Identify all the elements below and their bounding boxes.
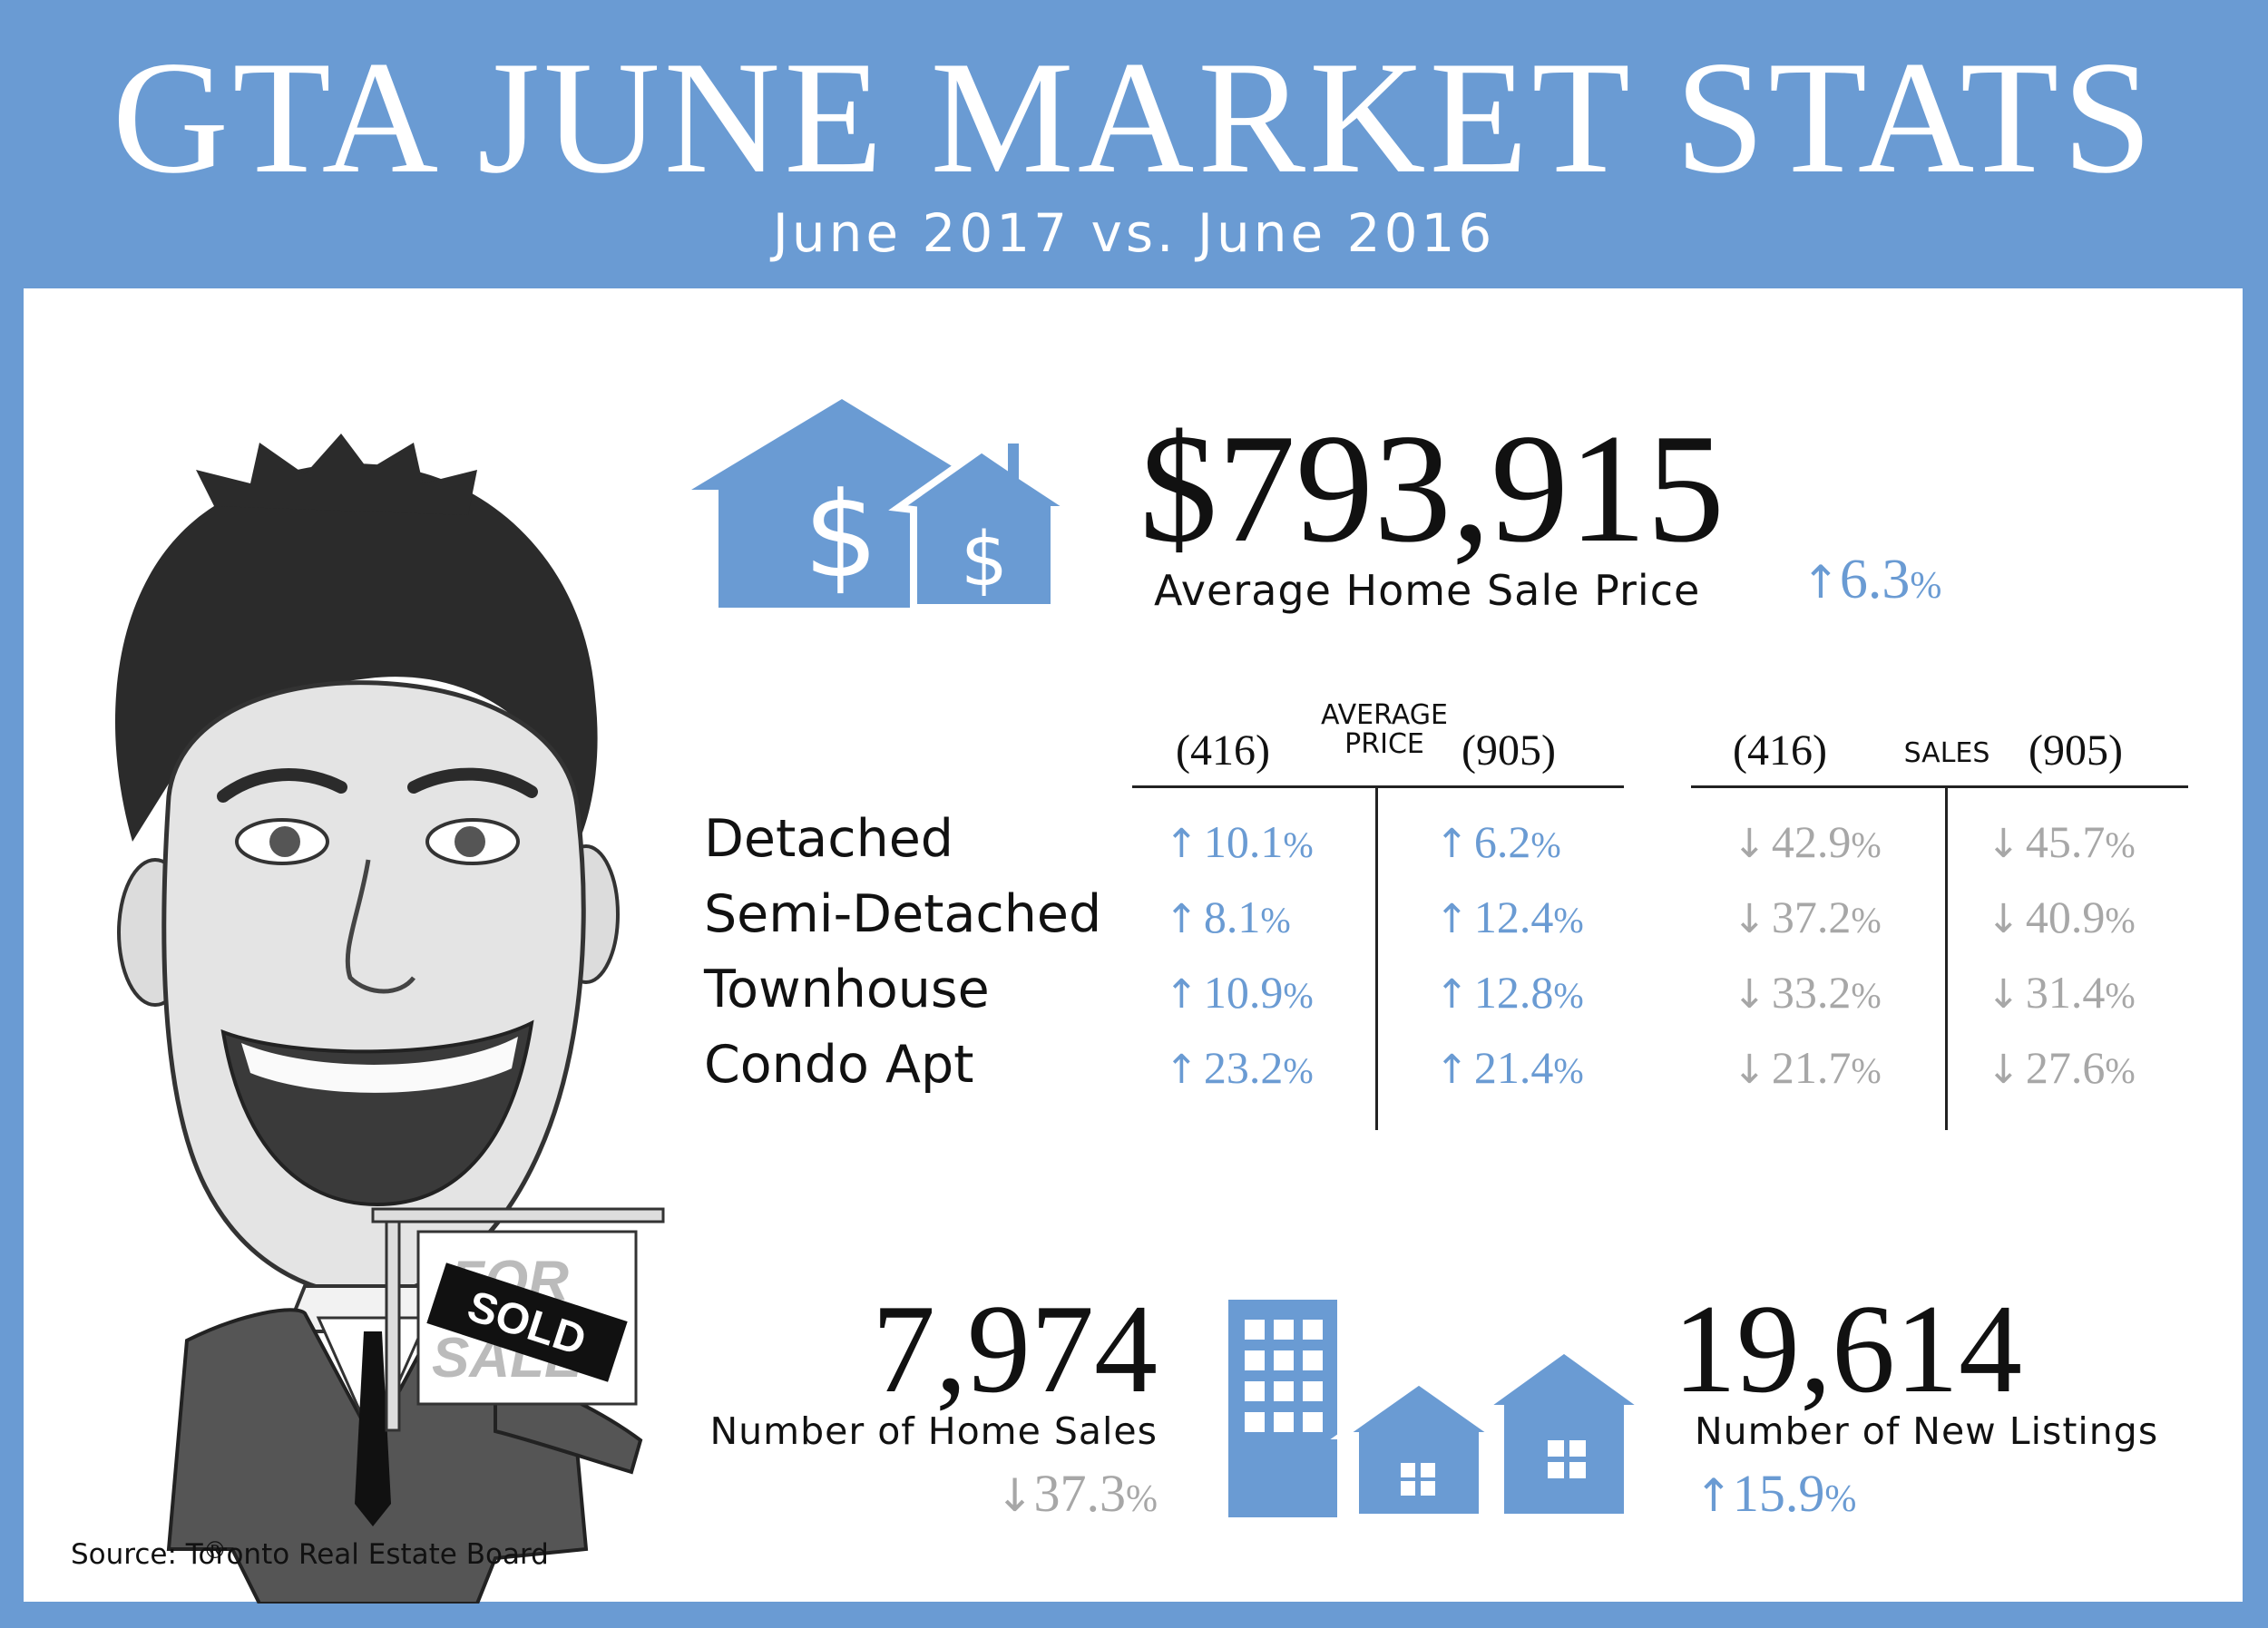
up-arrow-icon: ↑ xyxy=(1435,1047,1469,1093)
sales-group-header: SALES xyxy=(1892,739,2001,768)
up-arrow-icon: ↑ xyxy=(1802,556,1840,609)
down-arrow-icon: ↓ xyxy=(1987,896,2020,942)
new-listings-label: Number of New Listings xyxy=(1695,1413,2158,1450)
table-cell-sales-416: ↓ 21.7% xyxy=(1733,1045,1882,1090)
price-header-rule xyxy=(1132,785,1624,788)
down-arrow-icon: ↓ xyxy=(1987,821,2020,867)
table-cell-sales-905: ↓ 27.6% xyxy=(1987,1045,2136,1090)
up-arrow-icon: ↑ xyxy=(1435,821,1469,867)
average-price-label: Average Home Sale Price xyxy=(1154,570,1700,611)
table-cell-price-416: ↑ 23.2% xyxy=(1165,1045,1314,1090)
sales-416-header: (416) xyxy=(1733,729,1827,773)
table-cell-price-905: ↑ 12.4% xyxy=(1435,894,1584,940)
sales-header-rule xyxy=(1691,785,2188,788)
table-cell-price-905: ↑ 6.2% xyxy=(1435,819,1561,864)
new-listings-value: 19,614 xyxy=(1673,1286,2022,1413)
sales-column-divider xyxy=(1945,785,1948,1130)
source-note: Source: Toronto Real Estate Board xyxy=(71,1538,549,1571)
table-cell-sales-416: ↓ 42.9% xyxy=(1733,819,1882,864)
home-sales-change: ↓37.3% xyxy=(996,1467,1158,1520)
down-arrow-icon: ↓ xyxy=(1733,1047,1766,1093)
home-sales-label: Number of Home Sales xyxy=(709,1413,1158,1450)
down-arrow-icon: ↓ xyxy=(1987,971,2020,1018)
content-panel: ® FOR SALE SOLD $ $ $793,915 Average Hom… xyxy=(24,288,2243,1602)
up-arrow-icon: ↑ xyxy=(1165,971,1198,1018)
sold-sign-illustration: FOR SALE SOLD xyxy=(368,1191,668,1436)
up-arrow-icon: ↑ xyxy=(1165,1047,1198,1093)
average-price-group-header: AVERAGE PRICE xyxy=(1303,701,1466,758)
buildings-houses-icon xyxy=(1228,1300,1646,1517)
table-cell-price-416: ↑ 10.9% xyxy=(1165,970,1314,1015)
home-sales-value: 7,974 xyxy=(872,1286,1158,1413)
row-label: Semi-Detached xyxy=(704,889,1101,941)
houses-dollar-icon: $ $ xyxy=(691,399,1096,608)
up-arrow-icon: ↑ xyxy=(1435,896,1469,942)
table-cell-price-905: ↑ 12.8% xyxy=(1435,970,1584,1015)
average-price-value: $793,915 xyxy=(1139,411,1725,567)
average-price-change: ↑6.3% xyxy=(1802,551,1941,608)
svg-text:$: $ xyxy=(961,517,1008,603)
row-label: Townhouse xyxy=(704,964,990,1016)
up-arrow-icon: ↑ xyxy=(1435,971,1469,1018)
up-arrow-icon: ↑ xyxy=(1165,821,1198,867)
price-416-header: (416) xyxy=(1176,729,1270,773)
table-cell-sales-905: ↓ 40.9% xyxy=(1987,894,2136,940)
table-cell-sales-416: ↓ 33.2% xyxy=(1733,970,1882,1015)
row-label: Detached xyxy=(704,814,953,865)
down-arrow-icon: ↓ xyxy=(996,1469,1034,1522)
new-listings-change: ↑15.9% xyxy=(1695,1467,1856,1520)
table-cell-sales-905: ↓ 31.4% xyxy=(1987,970,2136,1015)
up-arrow-icon: ↑ xyxy=(1165,896,1198,942)
table-cell-sales-905: ↓ 45.7% xyxy=(1987,819,2136,864)
down-arrow-icon: ↓ xyxy=(1733,971,1766,1018)
down-arrow-icon: ↓ xyxy=(1733,821,1766,867)
table-cell-price-905: ↑ 21.4% xyxy=(1435,1045,1584,1090)
table-cell-sales-416: ↓ 37.2% xyxy=(1733,894,1882,940)
sales-905-header: (905) xyxy=(2028,729,2123,773)
page-title: GTA JUNE MARKET STATS xyxy=(0,36,2268,198)
price-column-divider xyxy=(1375,785,1378,1130)
row-label: Condo Apt xyxy=(704,1039,974,1091)
up-arrow-icon: ↑ xyxy=(1695,1469,1733,1522)
down-arrow-icon: ↓ xyxy=(1733,896,1766,942)
infographic-frame: GTA JUNE MARKET STATS June 2017 vs. June… xyxy=(0,0,2268,1628)
page-subtitle: June 2017 vs. June 2016 xyxy=(0,207,2268,259)
table-cell-price-416: ↑ 10.1% xyxy=(1165,819,1314,864)
down-arrow-icon: ↓ xyxy=(1987,1047,2020,1093)
price-905-header: (905) xyxy=(1461,729,1556,773)
table-cell-price-416: ↑ 8.1% xyxy=(1165,894,1291,940)
svg-text:$: $ xyxy=(804,466,879,604)
